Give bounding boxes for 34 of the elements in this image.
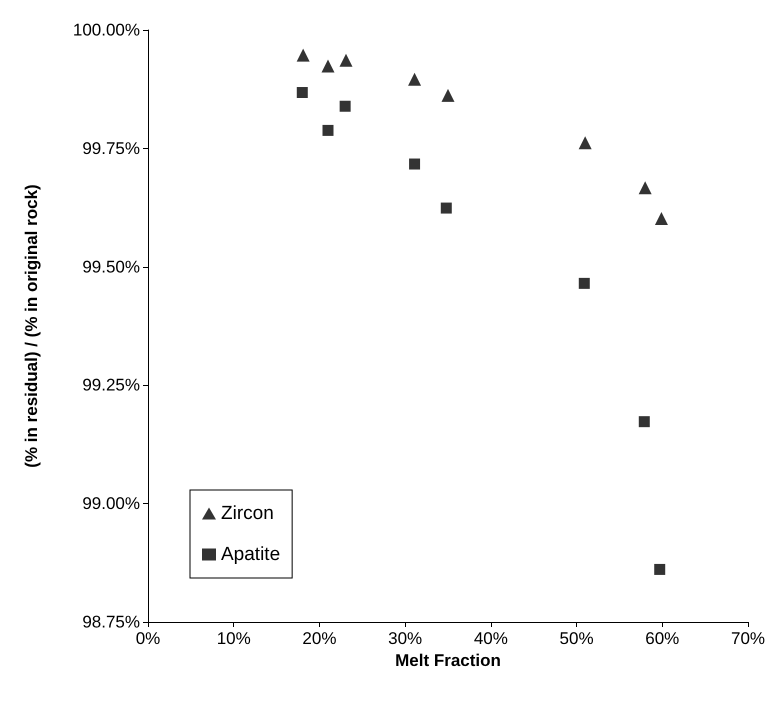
point (440, 202, 452, 214)
point (578, 136, 592, 150)
x-axis-title: Melt Fraction (395, 650, 501, 670)
legend-label: Zircon (221, 503, 274, 524)
point (340, 54, 352, 67)
y-tick-label: 99.50% (82, 257, 140, 276)
point (296, 87, 308, 98)
y-tick-label: 99.25% (82, 376, 140, 395)
point (408, 72, 422, 86)
y-tick-label: 98.75% (82, 612, 140, 632)
point (654, 564, 666, 575)
x-tick-label: 20% (302, 629, 336, 648)
x-tick-label: 30% (388, 629, 422, 648)
legend-label: Apatite (221, 544, 280, 565)
point (322, 124, 334, 136)
point (409, 158, 420, 170)
y-tick-label: 99.00% (82, 494, 140, 514)
x-tick-label: 70% (730, 629, 766, 648)
point (442, 88, 454, 102)
point (322, 59, 334, 72)
point (654, 212, 668, 225)
y-tick-label: 99.75% (82, 138, 140, 158)
y-tick-label: 100.00% (72, 20, 140, 40)
point (638, 181, 652, 194)
point (638, 416, 650, 428)
y-axis-title: (% in residual) / (% in original rock) (22, 184, 41, 468)
point (578, 278, 590, 289)
x-tick-label: 10% (216, 629, 251, 648)
x-tick-label: 40% (474, 629, 508, 648)
x-tick-label: 60% (645, 629, 680, 648)
point (340, 100, 351, 112)
x-tick-label: 0% (136, 629, 160, 648)
x-tick-label: 50% (560, 629, 594, 648)
point (296, 48, 310, 62)
